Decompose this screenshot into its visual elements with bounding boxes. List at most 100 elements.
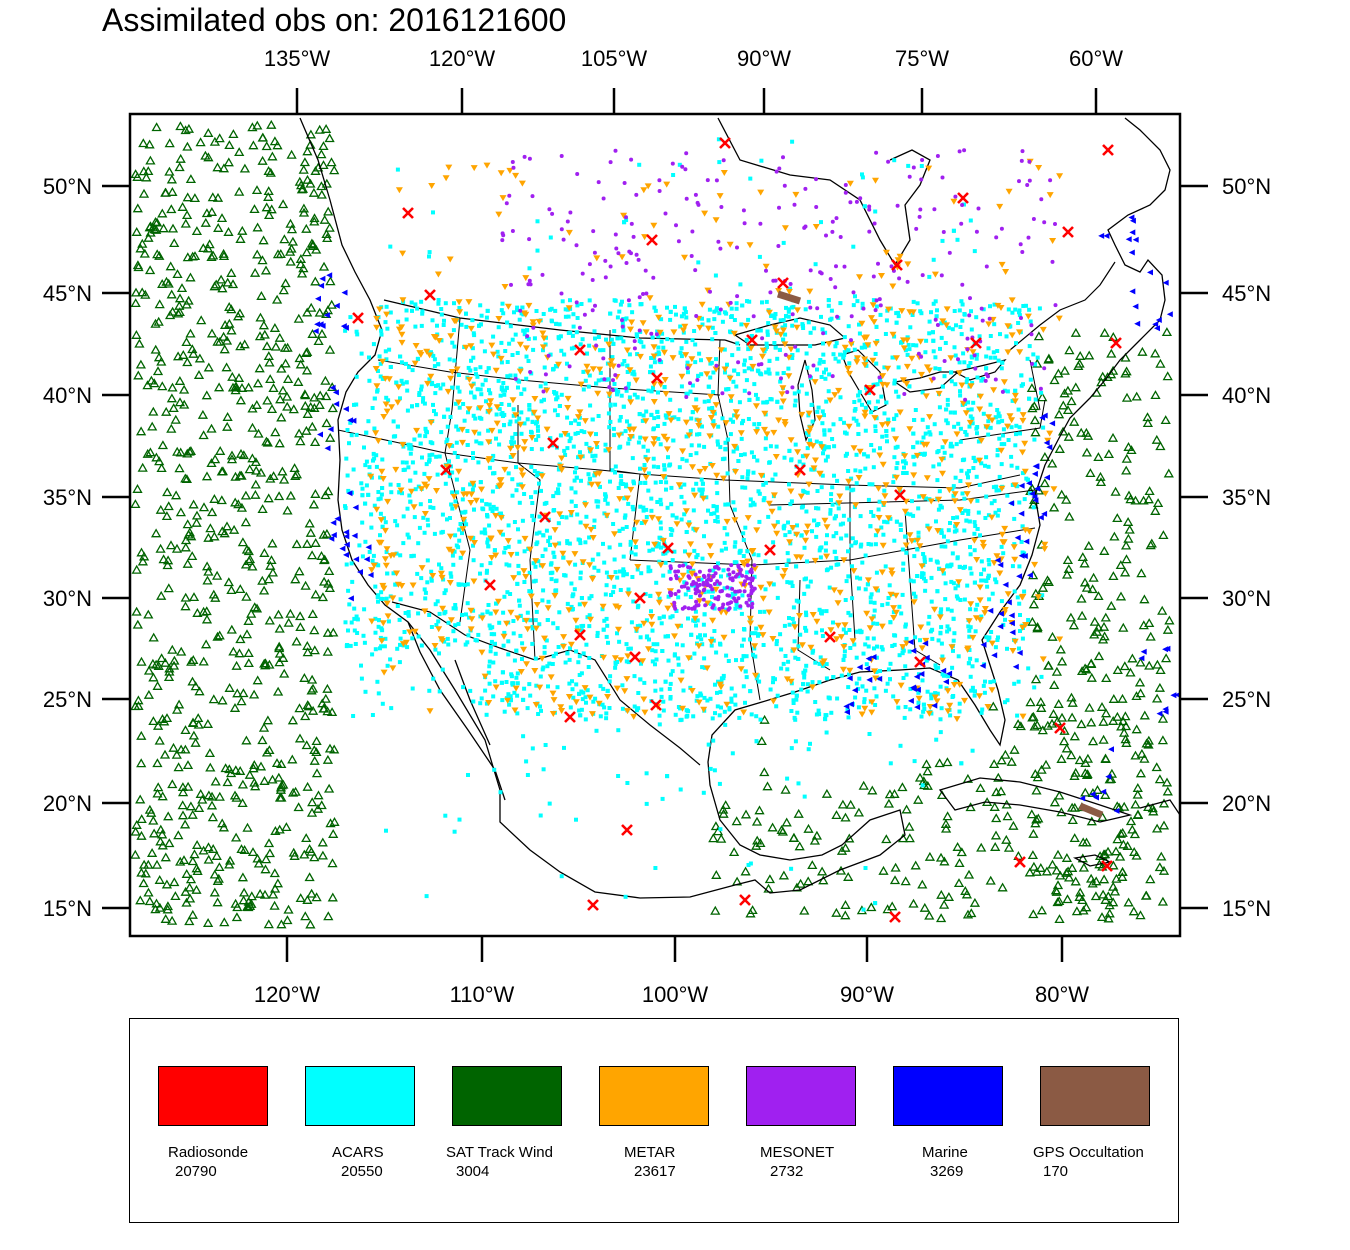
acars-marker bbox=[483, 531, 488, 536]
sat-wind-marker bbox=[1001, 834, 1012, 844]
acars-marker bbox=[773, 472, 778, 477]
sat-wind-marker bbox=[1076, 666, 1088, 676]
acars-marker bbox=[600, 607, 605, 612]
acars-marker bbox=[741, 637, 746, 642]
sat-wind-marker bbox=[190, 737, 201, 747]
sat-wind-marker bbox=[1096, 912, 1108, 922]
acars-marker bbox=[682, 306, 687, 311]
sat-wind-marker bbox=[1081, 902, 1092, 912]
sat-wind-marker bbox=[293, 313, 304, 323]
acars-marker bbox=[949, 579, 954, 584]
acars-marker bbox=[594, 499, 599, 504]
acars-marker bbox=[864, 363, 869, 368]
acars-marker bbox=[625, 363, 630, 368]
acars-marker bbox=[869, 510, 874, 514]
sat-wind-marker bbox=[924, 910, 935, 920]
acars-marker bbox=[920, 678, 925, 683]
sat-wind-marker bbox=[170, 490, 182, 500]
sat-wind-marker bbox=[988, 701, 999, 711]
acars-marker bbox=[488, 561, 493, 566]
acars-marker bbox=[986, 464, 991, 469]
acars-marker bbox=[593, 453, 598, 458]
acars-marker bbox=[471, 608, 476, 613]
metar-marker bbox=[397, 487, 405, 494]
sat-wind-marker bbox=[831, 907, 842, 917]
acars-marker bbox=[355, 631, 360, 635]
sat-wind-marker bbox=[253, 428, 264, 438]
acars-marker bbox=[955, 596, 960, 601]
acars-marker bbox=[781, 526, 786, 531]
sat-wind-marker bbox=[160, 657, 171, 667]
acars-marker bbox=[631, 599, 636, 604]
acars-marker bbox=[700, 316, 704, 321]
sat-wind-marker bbox=[1066, 750, 1077, 760]
acars-marker bbox=[872, 646, 876, 651]
acars-marker bbox=[661, 708, 666, 713]
acars-marker bbox=[966, 509, 971, 513]
acars-marker bbox=[692, 548, 697, 553]
acars-marker bbox=[994, 580, 999, 585]
acars-marker bbox=[977, 482, 982, 487]
sat-wind-marker bbox=[226, 585, 237, 595]
sat-wind-marker bbox=[901, 804, 912, 814]
acars-marker bbox=[952, 529, 957, 534]
acars-marker bbox=[923, 350, 928, 355]
sat-wind-marker bbox=[157, 381, 168, 391]
acars-marker bbox=[993, 645, 998, 650]
acars-marker bbox=[644, 618, 649, 623]
sat-wind-marker bbox=[1151, 823, 1163, 833]
sat-wind-marker bbox=[293, 376, 304, 386]
acars-marker bbox=[528, 618, 533, 623]
acars-marker bbox=[498, 790, 503, 795]
sat-wind-marker bbox=[224, 301, 235, 311]
sat-wind-marker bbox=[136, 730, 147, 740]
sat-wind-marker bbox=[1107, 432, 1119, 442]
acars-marker bbox=[421, 515, 426, 520]
sat-wind-marker bbox=[1097, 634, 1109, 644]
acars-marker bbox=[568, 436, 573, 441]
sat-wind-marker bbox=[326, 157, 337, 167]
acars-marker bbox=[925, 425, 930, 430]
metar-marker bbox=[875, 515, 883, 521]
metar-marker bbox=[953, 716, 961, 723]
acars-marker bbox=[604, 583, 609, 588]
sat-wind-marker bbox=[1053, 409, 1065, 419]
acars-marker bbox=[871, 513, 876, 518]
acars-marker bbox=[960, 302, 965, 307]
acars-marker bbox=[499, 340, 504, 345]
acars-marker bbox=[534, 437, 539, 442]
acars-marker bbox=[746, 317, 751, 322]
acars-marker bbox=[748, 176, 753, 181]
metar-marker bbox=[509, 397, 517, 404]
acars-marker bbox=[863, 642, 868, 647]
acars-marker bbox=[911, 431, 916, 436]
sat-wind-marker bbox=[935, 913, 947, 923]
acars-marker bbox=[1003, 700, 1007, 705]
acars-marker bbox=[763, 446, 768, 451]
acars-marker bbox=[428, 440, 433, 445]
acars-marker bbox=[620, 299, 624, 304]
acars-marker bbox=[1002, 442, 1007, 447]
acars-marker bbox=[521, 328, 526, 333]
sat-wind-marker bbox=[1080, 757, 1091, 767]
acars-marker bbox=[447, 357, 452, 362]
acars-marker bbox=[573, 504, 578, 508]
sat-wind-marker bbox=[258, 585, 270, 595]
sat-wind-marker bbox=[1161, 777, 1173, 787]
acars-marker bbox=[860, 301, 865, 306]
acars-marker bbox=[862, 342, 867, 347]
sat-wind-marker bbox=[188, 499, 199, 509]
acars-marker bbox=[908, 686, 913, 691]
acars-marker bbox=[843, 453, 848, 458]
sat-wind-marker bbox=[286, 224, 298, 234]
metar-marker bbox=[685, 432, 693, 439]
acars-marker bbox=[993, 577, 998, 582]
acars-marker bbox=[643, 454, 648, 459]
acars-marker bbox=[384, 304, 389, 309]
acars-marker bbox=[450, 490, 455, 495]
acars-marker bbox=[919, 164, 924, 168]
acars-marker bbox=[1009, 454, 1014, 459]
acars-marker bbox=[641, 344, 646, 349]
acars-marker bbox=[988, 304, 992, 309]
acars-marker bbox=[348, 315, 353, 320]
